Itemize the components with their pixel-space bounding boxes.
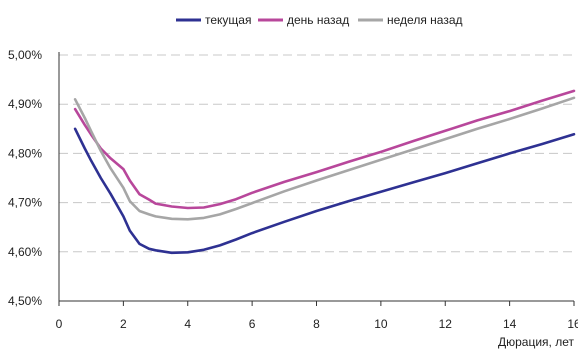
axes: 4,50% 4,60% 4,70% 4,80% 4,90% 5,00% 0 2 4 6 8 10 12 1… bbox=[8, 48, 578, 331]
x-tick-label: 8 bbox=[313, 317, 320, 331]
legend-label-3: неделя назад bbox=[387, 13, 463, 27]
x-tick-label: 12 bbox=[439, 317, 453, 331]
x-tick-label: 16 bbox=[567, 317, 578, 331]
series-line-2 bbox=[73, 89, 576, 210]
series-lines bbox=[73, 89, 576, 255]
y-tick-label: 4,60% bbox=[8, 245, 42, 259]
x-tick-label: 6 bbox=[249, 317, 256, 331]
x-tick-label: 4 bbox=[184, 317, 191, 331]
y-tick-label: 4,80% bbox=[8, 146, 42, 160]
y-tick-label: 4,50% bbox=[8, 294, 42, 308]
series-line-3 bbox=[73, 96, 576, 221]
x-axis-title: Дюрация, лет bbox=[498, 335, 574, 349]
legend-label-2: день назад bbox=[287, 13, 349, 27]
grid bbox=[59, 54, 574, 253]
y-tick-label: 4,90% bbox=[8, 97, 42, 111]
y-tick-label: 4,70% bbox=[8, 196, 42, 210]
y-tick-label: 5,00% bbox=[8, 48, 42, 62]
x-tick-label: 0 bbox=[56, 317, 63, 331]
x-tick-label: 10 bbox=[374, 317, 388, 331]
x-tick-label: 14 bbox=[503, 317, 517, 331]
legend-label-1: текущая bbox=[205, 13, 251, 27]
legend: текущая день назад неделя назад bbox=[176, 13, 463, 27]
x-tick-label: 2 bbox=[120, 317, 127, 331]
series-line-1 bbox=[73, 127, 576, 255]
